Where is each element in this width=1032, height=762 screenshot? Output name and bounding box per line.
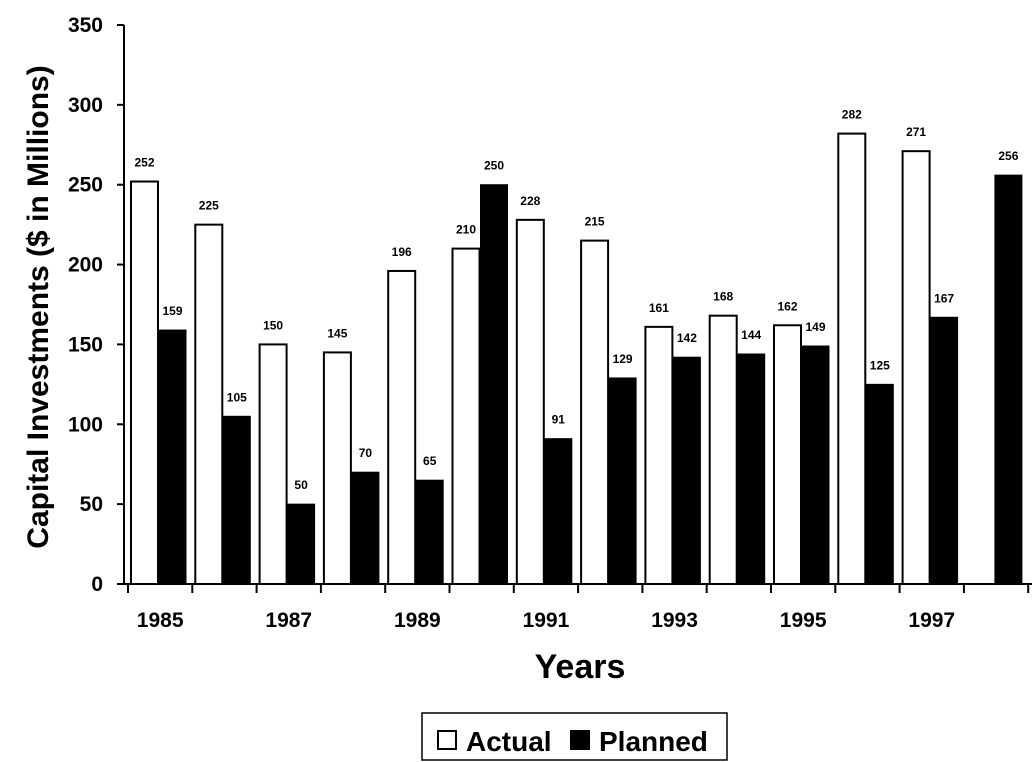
bar-actual <box>708 314 738 585</box>
x-axis-title: Years <box>535 648 626 686</box>
data-label-actual: 271 <box>906 125 926 139</box>
bar-actual <box>837 132 867 585</box>
data-label-actual: 252 <box>134 156 154 170</box>
data-label-actual: 196 <box>392 245 412 259</box>
bar-planned <box>287 503 316 585</box>
y-tick-label: 300 <box>68 94 103 117</box>
bar-planned <box>737 353 766 585</box>
data-label-planned: 65 <box>423 454 437 468</box>
x-tick-label: 1993 <box>651 609 698 632</box>
data-label-actual: 150 <box>263 318 283 332</box>
data-label-planned: 144 <box>741 328 761 342</box>
bar-actual <box>130 180 159 586</box>
bar-planned <box>608 377 637 585</box>
y-tick-label: 350 <box>68 14 103 37</box>
y-tick-label: 100 <box>68 413 103 436</box>
bar-actual <box>644 325 674 585</box>
bar-actual <box>194 223 224 585</box>
y-tick-label: 150 <box>68 333 103 356</box>
legend: Actual Planned <box>421 712 728 761</box>
data-label-planned: 142 <box>677 331 697 345</box>
data-label-planned: 125 <box>870 358 890 372</box>
data-label-planned: 159 <box>162 304 182 318</box>
data-label-actual: 162 <box>777 299 797 313</box>
bar-actual <box>773 324 802 585</box>
data-label-planned: 129 <box>613 352 633 366</box>
x-tick-label: 1995 <box>780 609 827 632</box>
bar-planned <box>930 316 959 585</box>
data-label-actual: 228 <box>520 194 540 208</box>
legend-swatch-planned <box>570 730 590 750</box>
bar-planned <box>351 471 380 585</box>
x-tick-label: 1997 <box>908 609 955 632</box>
data-labels: 252 159 225 105 150 50 145 70 196 65 210 250 228 91 21… <box>134 108 1018 493</box>
x-tick-label: 1989 <box>394 609 441 632</box>
bar-planned <box>222 415 251 585</box>
bar-actual <box>322 351 352 585</box>
x-tick-label: 1991 <box>523 609 570 632</box>
bar-planned <box>480 184 508 585</box>
bar-planned <box>865 383 894 585</box>
y-axis-title: Capital Investments ($ in Millions) <box>22 65 55 548</box>
y-tick-label: 250 <box>68 174 103 197</box>
data-label-planned: 105 <box>227 390 247 404</box>
data-label-actual: 145 <box>327 326 347 340</box>
data-label-planned: 91 <box>552 413 566 427</box>
bar-planned <box>994 174 1023 585</box>
bar-planned <box>544 438 573 585</box>
data-label-planned: 50 <box>294 478 308 492</box>
y-tick-label: 50 <box>80 493 103 516</box>
bar-planned <box>801 345 830 585</box>
x-tick-label: 1985 <box>137 609 184 632</box>
data-label-actual: 225 <box>199 199 219 213</box>
data-label-actual: 210 <box>456 223 476 237</box>
legend-label-planned: Planned <box>599 726 708 757</box>
bar-actual <box>901 150 931 585</box>
data-label-planned: 256 <box>998 149 1018 163</box>
data-label-actual: 168 <box>713 290 733 304</box>
bar-planned <box>158 329 187 585</box>
legend-swatch-actual <box>437 730 457 750</box>
bar-actual <box>515 218 545 585</box>
data-label-actual: 282 <box>842 108 862 122</box>
data-label-planned: 70 <box>359 446 373 460</box>
y-tick-label: 200 <box>68 254 103 277</box>
bar-planned <box>672 356 701 585</box>
bar-actual <box>580 239 610 585</box>
data-label-actual: 215 <box>585 215 605 229</box>
data-label-actual: 161 <box>649 301 669 315</box>
bars <box>130 132 1023 586</box>
data-label-planned: 250 <box>484 159 504 173</box>
bar-actual <box>387 269 417 585</box>
data-label-planned: 149 <box>805 320 825 334</box>
x-tick-label: 1987 <box>265 609 312 632</box>
bar-planned <box>415 479 444 585</box>
bar-actual <box>258 343 288 585</box>
legend-label-actual: Actual <box>466 726 552 757</box>
y-tick-label: 0 <box>91 573 103 596</box>
data-label-planned: 167 <box>934 291 954 305</box>
bar-actual <box>451 247 481 585</box>
